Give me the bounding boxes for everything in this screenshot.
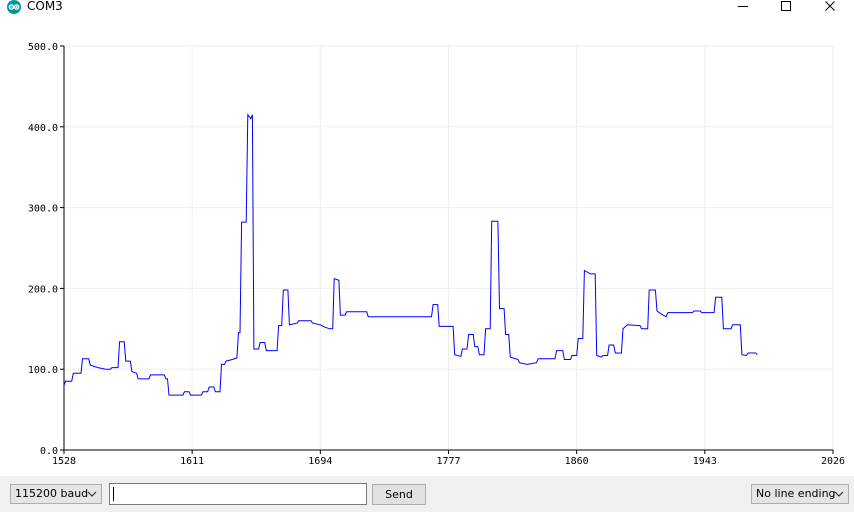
y-tick-label: 0.0: [40, 446, 58, 457]
close-icon: [825, 1, 835, 11]
axes: 0.0 100.0 200.0 300.0 400.0 500.0 1528 1611 1694…: [28, 42, 845, 467]
window-title: COM3: [27, 0, 63, 13]
x-tick-label: 1694: [308, 456, 332, 467]
maximize-button[interactable]: [766, 0, 806, 14]
line-ending-value: No line ending: [756, 487, 836, 500]
x-tick-label: 2026: [821, 456, 845, 467]
arduino-logo-icon: [7, 0, 21, 14]
y-tick-label: 500.0: [28, 42, 58, 53]
x-tick-label: 1943: [693, 456, 717, 467]
y-tick-label: 200.0: [28, 284, 58, 295]
close-button[interactable]: [810, 0, 850, 14]
serial-input[interactable]: [109, 483, 367, 505]
line-ending-select[interactable]: No line ending: [751, 484, 849, 504]
maximize-icon: [781, 1, 791, 11]
minimize-button[interactable]: [723, 0, 763, 14]
minimize-icon: [738, 6, 748, 7]
y-tick-label: 400.0: [28, 123, 58, 134]
series-line: [63, 113, 758, 396]
x-tick-label: 1777: [436, 456, 460, 467]
grid-lines: [63, 45, 834, 451]
send-button[interactable]: Send: [372, 484, 426, 505]
text-caret: [113, 487, 114, 501]
chevron-down-icon: [834, 491, 844, 497]
y-tick-label: 100.0: [28, 365, 58, 376]
x-tick-label: 1860: [565, 456, 589, 467]
serial-plot: 0.0 100.0 200.0 300.0 400.0 500.0 1528 1611 1694…: [28, 42, 845, 467]
baud-rate-select[interactable]: 115200 baud: [10, 484, 102, 504]
plot-series: [63, 113, 758, 396]
y-tick-label: 300.0: [28, 204, 58, 215]
baud-rate-value: 115200 baud: [15, 487, 89, 500]
x-tick-label: 1611: [180, 456, 204, 467]
chevron-down-icon: [87, 491, 97, 497]
x-tick-label: 1528: [52, 456, 76, 467]
title-bar: COM3: [0, 0, 854, 16]
status-bar: 115200 baud Send No line ending: [0, 476, 854, 512]
